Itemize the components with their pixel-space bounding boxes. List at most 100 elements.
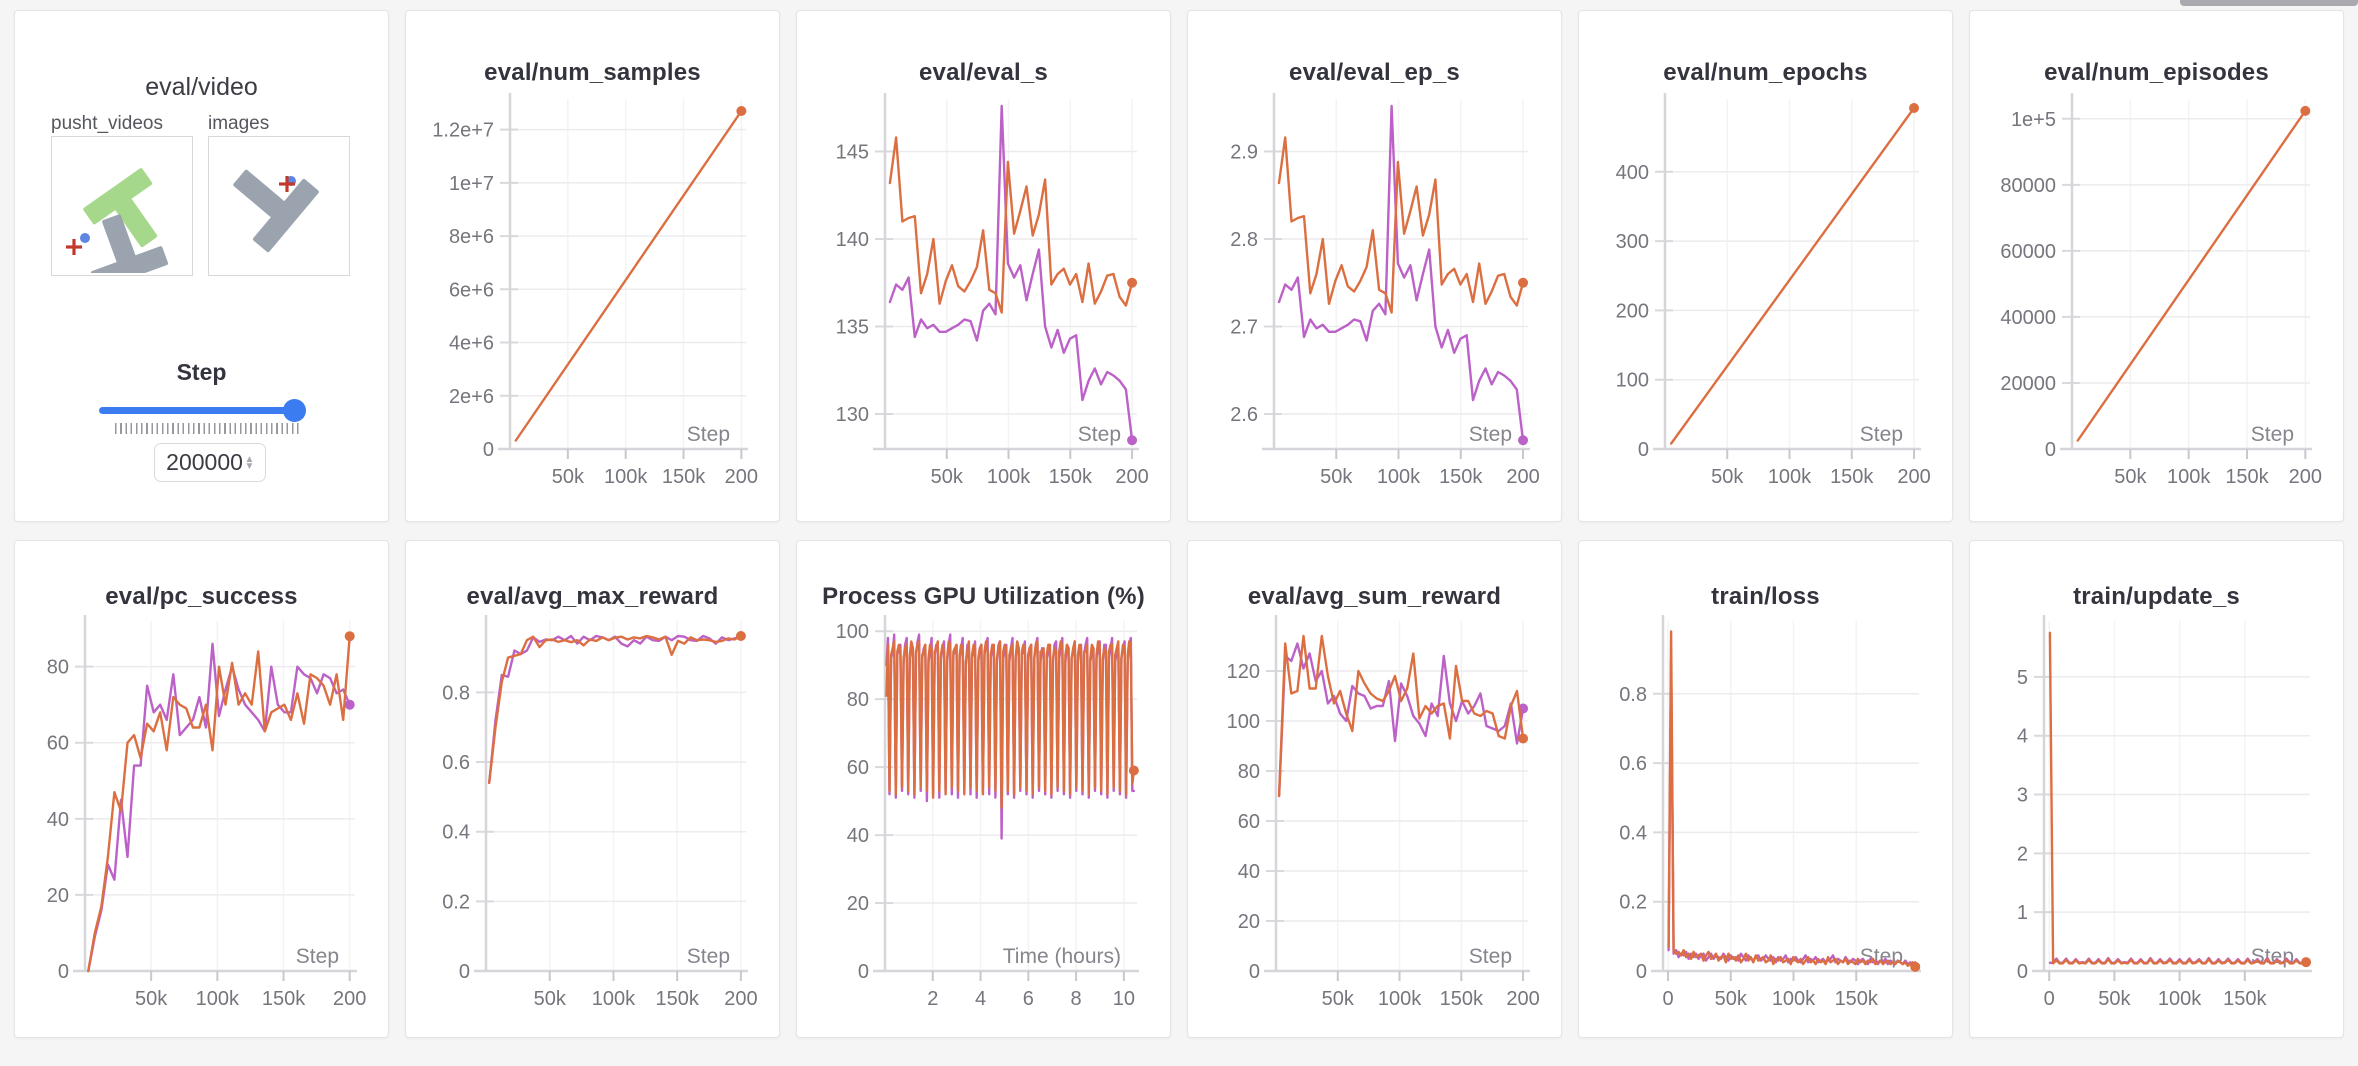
gray-t-shape (233, 169, 319, 253)
chart-plot[interactable]: 0 0.2 0.4 0.6 0.8 50k 100k 150k 200 Step (406, 541, 779, 1037)
svg-text:100k: 100k (987, 466, 1031, 488)
svg-text:0: 0 (58, 961, 69, 983)
series-orange-run (888, 136, 1134, 314)
svg-text:20000: 20000 (2000, 373, 2056, 395)
svg-text:2e+6: 2e+6 (449, 386, 494, 408)
chart-plot[interactable]: 0 20 40 60 80 100 120 50k 100k 150k 200 Step (1188, 541, 1561, 1037)
chart-title: train/loss (1711, 583, 1820, 610)
svg-text:6: 6 (1023, 988, 1034, 1010)
chart-panel-eval-avg-max-reward[interactable]: eval/avg_max_reward 0 0.2 0.4 0.6 0.8 50k 100k… (405, 540, 780, 1038)
step-slider-track[interactable] (99, 407, 303, 414)
svg-text:100k: 100k (592, 988, 636, 1010)
svg-text:80: 80 (47, 657, 69, 679)
series-end-dot-orange-run (344, 631, 355, 642)
svg-text:4: 4 (975, 988, 986, 1010)
svg-text:8: 8 (1071, 988, 1082, 1010)
chart-plot[interactable]: 0 20 40 60 80 100 2 4 6 8 10 Time (hours) (797, 541, 1170, 1037)
svg-text:50k: 50k (2114, 466, 2147, 488)
chart-plot[interactable]: 0 20 40 60 80 50k 100k 150k 200 Step (15, 541, 388, 1037)
series-end-dot-orange-run (2301, 957, 2312, 968)
stepper-down-icon[interactable]: ▼ (244, 460, 255, 472)
svg-text:5: 5 (2017, 667, 2028, 689)
svg-text:50k: 50k (1711, 466, 1744, 488)
series-orange-run (2048, 631, 2308, 965)
step-slider-thumb[interactable] (283, 399, 306, 422)
images-thumbnail[interactable] (208, 136, 350, 276)
chart-panel-eval-pc-success[interactable]: eval/pc_success 0 20 40 60 80 50k 100k 150k 200 S… (14, 540, 389, 1038)
svg-text:1: 1 (2017, 902, 2028, 924)
svg-text:150k: 150k (1440, 988, 1484, 1010)
chart-panel-eval-num-samples[interactable]: eval/num_samples 0 2e+6 4e+6 6e+6 8e+6 1e+7 1.… (405, 10, 780, 522)
svg-text:50k: 50k (1322, 988, 1355, 1010)
svg-text:2.8: 2.8 (1230, 229, 1258, 251)
svg-text:150k: 150k (2225, 466, 2269, 488)
svg-text:60000: 60000 (2000, 241, 2056, 263)
svg-text:150k: 150k (1835, 988, 1879, 1010)
chart-panel-process-gpu-utilization-[interactable]: Process GPU Utilization (%) 0 20 40 60 80 100… (796, 540, 1171, 1038)
chart-plot[interactable]: 0 100 200 300 400 50k 100k 150k 200 Step (1579, 11, 1952, 521)
svg-text:50k: 50k (135, 988, 168, 1010)
svg-text:0.6: 0.6 (1619, 753, 1647, 775)
svg-text:150k: 150k (655, 988, 699, 1010)
svg-text:200: 200 (724, 988, 757, 1010)
series-end-dot-orange-run (1909, 103, 1920, 114)
chart-panel-train-update-s[interactable]: train/update_s 0 1 2 3 4 5 0 50k 100k 150k Step (1969, 540, 2344, 1038)
svg-text:60: 60 (47, 733, 69, 755)
svg-text:0: 0 (1662, 988, 1673, 1010)
step-input-box[interactable]: ▲▼ (154, 443, 266, 482)
stepper-arrows[interactable]: ▲ ▼ (244, 453, 255, 472)
chart-plot[interactable]: 130 135 140 145 50k 100k 150k 200 Step (797, 11, 1170, 521)
svg-text:Step: Step (2251, 423, 2294, 446)
svg-text:0.2: 0.2 (1619, 892, 1647, 914)
svg-text:2: 2 (2017, 843, 2028, 865)
chart-title: eval/num_episodes (2044, 59, 2269, 86)
step-slider-label: Step (176, 359, 227, 385)
svg-text:40000: 40000 (2000, 307, 2056, 329)
chart-title: eval/eval_ep_s (1289, 59, 1460, 86)
series-orange-run (87, 634, 351, 973)
svg-text:100k: 100k (2167, 466, 2211, 488)
svg-text:6e+6: 6e+6 (449, 279, 494, 301)
svg-text:50k: 50k (1715, 988, 1748, 1010)
series-end-dot-orange-run (736, 105, 747, 116)
chart-panel-eval-num-epochs[interactable]: eval/num_epochs 0 100 200 300 400 50k 100k 150k… (1578, 10, 1953, 522)
media-panel-title: eval/video (145, 73, 258, 101)
svg-text:200: 200 (333, 988, 366, 1010)
svg-text:50k: 50k (1320, 466, 1353, 488)
goal-cross (279, 176, 295, 192)
stepper-up-icon[interactable]: ▲ (244, 453, 255, 465)
chart-plot[interactable]: 0 20000 40000 60000 80000 1e+5 50k 100k 150k 200 S… (1970, 11, 2343, 521)
svg-text:130: 130 (836, 404, 869, 426)
svg-text:40: 40 (47, 809, 69, 831)
agent-dot (80, 233, 90, 243)
svg-text:0: 0 (2045, 439, 2056, 461)
svg-text:150k: 150k (262, 988, 306, 1010)
svg-text:100k: 100k (1377, 466, 1421, 488)
chart-plot[interactable]: 2.6 2.7 2.8 2.9 50k 100k 150k 200 Step (1188, 11, 1561, 521)
series-orange-run (1277, 136, 1525, 314)
horizontal-scrollbar[interactable] (2180, 0, 2358, 6)
series-end-dot-orange-run (1518, 277, 1529, 288)
step-input[interactable] (165, 449, 244, 476)
chart-panel-eval-eval-s[interactable]: eval/eval_s 130 135 140 145 50k 100k 150k 200 St… (796, 10, 1171, 522)
svg-text:20: 20 (1238, 911, 1260, 933)
media-panel-eval-video[interactable]: eval/video pusht_videos images (14, 10, 389, 522)
chart-panel-eval-num-episodes[interactable]: eval/num_episodes 0 20000 40000 60000 80000 1… (1969, 10, 2344, 522)
series-end-dot-orange-run (2300, 105, 2311, 116)
svg-text:50k: 50k (552, 466, 585, 488)
chart-panel-eval-avg-sum-reward[interactable]: eval/avg_sum_reward 0 20 40 60 80 100 120 50k 10… (1187, 540, 1562, 1038)
chart-panel-eval-eval-ep-s[interactable]: eval/eval_ep_s 2.6 2.7 2.8 2.9 50k 100k 150k 20… (1187, 10, 1562, 522)
svg-text:80: 80 (847, 689, 869, 711)
pusht-video-thumbnail[interactable] (51, 136, 193, 290)
svg-text:100k: 100k (2158, 988, 2202, 1010)
chart-title: Process GPU Utilization (%) (822, 583, 1145, 610)
chart-plot[interactable]: 0 2e+6 4e+6 6e+6 8e+6 1e+7 1.2e+7 50k 100k 150k 20… (406, 11, 779, 521)
svg-text:200: 200 (725, 466, 758, 488)
svg-text:0: 0 (2017, 961, 2028, 983)
chart-panel-train-loss[interactable]: train/loss 0 0.2 0.4 0.6 0.8 0 50k 100k 150k Step (1578, 540, 1953, 1038)
svg-text:200: 200 (1115, 466, 1148, 488)
svg-text:135: 135 (836, 317, 869, 339)
svg-text:100k: 100k (1768, 466, 1812, 488)
